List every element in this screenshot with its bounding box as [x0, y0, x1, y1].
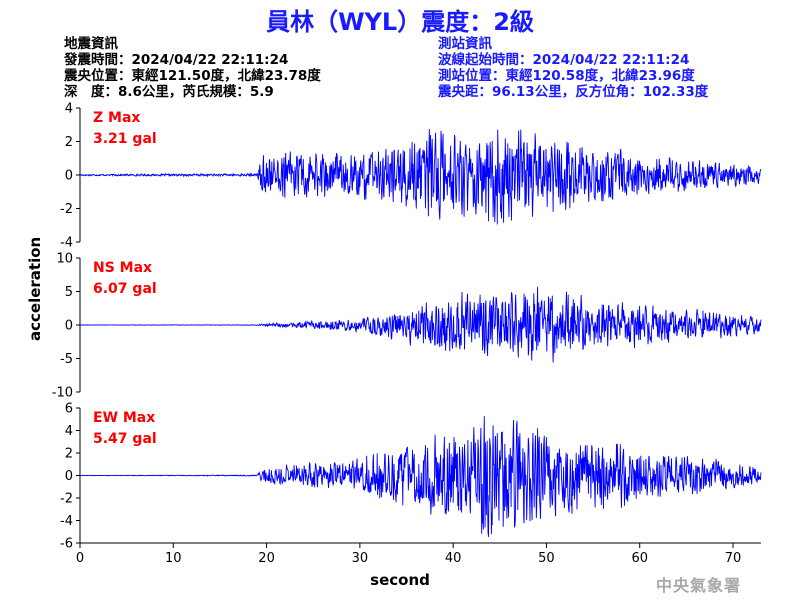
y-tick-label: -2 [60, 202, 73, 217]
y-tick-label: 6 [65, 402, 73, 417]
max-label-z: Z Max [93, 110, 140, 126]
y-tick-label: 4 [65, 424, 73, 439]
quake-info-heading: 地震資訊 [64, 36, 118, 52]
y-tick-label: 0 [65, 469, 73, 484]
x-tick-label: 10 [165, 551, 182, 566]
agency-watermark: 中央氣象署 [656, 576, 742, 595]
quake-epicenter: 震央位置：東經121.50度，北緯23.78度 [64, 68, 321, 84]
waveform-trace-ns [79, 286, 762, 363]
y-tick-label: 0 [65, 169, 73, 184]
max-value-ns: 6.07 gal [93, 281, 157, 297]
y-tick-label: -4 [60, 236, 73, 251]
waveform-trace-z [79, 128, 762, 225]
y-tick-label: 10 [56, 252, 73, 267]
y-tick-label: -2 [60, 492, 73, 507]
station-info-heading: 測站資訊 [438, 36, 492, 52]
y-axis-label: acceleration [26, 236, 44, 341]
quake-info-block: 地震資訊 發震時間：2024/04/22 22:11:24 震央位置：東經121… [64, 36, 321, 100]
y-tick-label: 0 [65, 319, 73, 334]
station-info-block: 測站資訊 波線起始時間：2024/04/22 22:11:24 測站位置：東經1… [438, 36, 708, 100]
x-tick-label: 0 [76, 551, 84, 566]
x-tick-label: 40 [445, 551, 462, 566]
y-tick-label: 5 [65, 285, 73, 300]
y-tick-label: 4 [65, 102, 73, 117]
quake-origin-time: 發震時間：2024/04/22 22:11:24 [64, 52, 289, 68]
max-label-ns: NS Max [93, 260, 152, 276]
station-wave-start: 波線起始時間：2024/04/22 22:11:24 [438, 52, 690, 68]
max-value-z: 3.21 gal [93, 131, 157, 147]
x-tick-label: 30 [352, 551, 369, 566]
waveform-trace-ew [79, 416, 762, 537]
quake-depth-magnitude: 深 度：8.6公里，芮氏規模：5.9 [64, 84, 274, 100]
x-tick-label: 50 [538, 551, 555, 566]
max-label-ew: EW Max [93, 410, 155, 426]
chart-title: 員林（WYL）震度：2級 [266, 8, 534, 36]
y-tick-label: -6 [60, 537, 73, 552]
y-tick-label: -5 [60, 352, 73, 367]
y-tick-label: -4 [60, 514, 73, 529]
station-distance-azimuth: 震央距：96.13公里，反方位角：102.33度 [438, 84, 709, 100]
max-value-ew: 5.47 gal [93, 431, 157, 447]
y-tick-label: 2 [65, 135, 73, 150]
station-location: 測站位置：東經120.58度，北緯23.96度 [438, 68, 695, 84]
x-tick-label: 20 [258, 551, 275, 566]
x-tick-label: 60 [631, 551, 648, 566]
y-tick-label: -10 [52, 386, 73, 401]
y-tick-label: 2 [65, 447, 73, 462]
x-axis-label: second [370, 571, 430, 589]
x-tick-label: 70 [725, 551, 742, 566]
